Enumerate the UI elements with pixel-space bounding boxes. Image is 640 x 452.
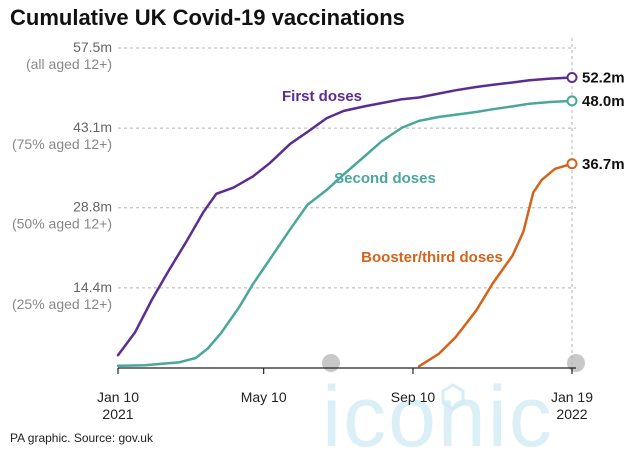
y-tick-label: 14.4m	[73, 279, 112, 295]
source-note: PA graphic. Source: gov.uk	[10, 431, 154, 445]
series-line-3	[417, 162, 574, 368]
series-name-label: First doses	[282, 88, 362, 105]
gridlines	[118, 38, 576, 368]
x-tick-label: Sep 10	[391, 389, 436, 405]
series-line-2	[116, 99, 574, 368]
series-lines	[116, 71, 578, 368]
y-tick-label: 57.5m	[73, 39, 112, 55]
series-end-marker	[566, 71, 578, 83]
y-tick-label: 43.1m	[73, 119, 112, 135]
y-tick-sublabel: (25% aged 12+)	[12, 296, 112, 312]
watermark-dot-right	[567, 354, 585, 372]
x-tick-label: May 10	[241, 389, 287, 405]
series-end-label: 52.2m	[582, 69, 625, 86]
x-tick-sublabel: 2021	[102, 406, 133, 422]
chart-title: Cumulative UK Covid-19 vaccinations	[10, 5, 405, 30]
watermark: iconic	[322, 354, 585, 452]
series-end-marker	[566, 95, 578, 107]
series-end-label: 48.0m	[582, 93, 625, 110]
x-tick-sublabel: 2022	[556, 406, 587, 422]
y-tick-sublabel: (75% aged 12+)	[12, 136, 112, 152]
x-tick-label: Jan 10	[97, 389, 139, 405]
series-name-label: Booster/third doses	[361, 249, 503, 266]
x-tick-label: Jan 19	[551, 389, 593, 405]
y-axis-ticks: 57.5m(all aged 12+) 43.1m(75% aged 12+) 28…	[12, 39, 112, 312]
series-labels: 52.2m First doses 48.0m Second doses 36.7m Bo…	[282, 69, 625, 266]
watermark-text: iconic	[322, 369, 554, 452]
series-end-label: 36.7m	[582, 156, 625, 173]
y-tick-label: 28.8m	[73, 199, 112, 215]
y-tick-sublabel: (50% aged 12+)	[12, 216, 112, 232]
watermark-hexagon	[441, 383, 465, 411]
series-name-label: Second doses	[334, 170, 436, 187]
series-line-1	[116, 76, 574, 357]
y-tick-sublabel: (all aged 12+)	[26, 56, 112, 72]
series-end-marker	[566, 158, 578, 170]
